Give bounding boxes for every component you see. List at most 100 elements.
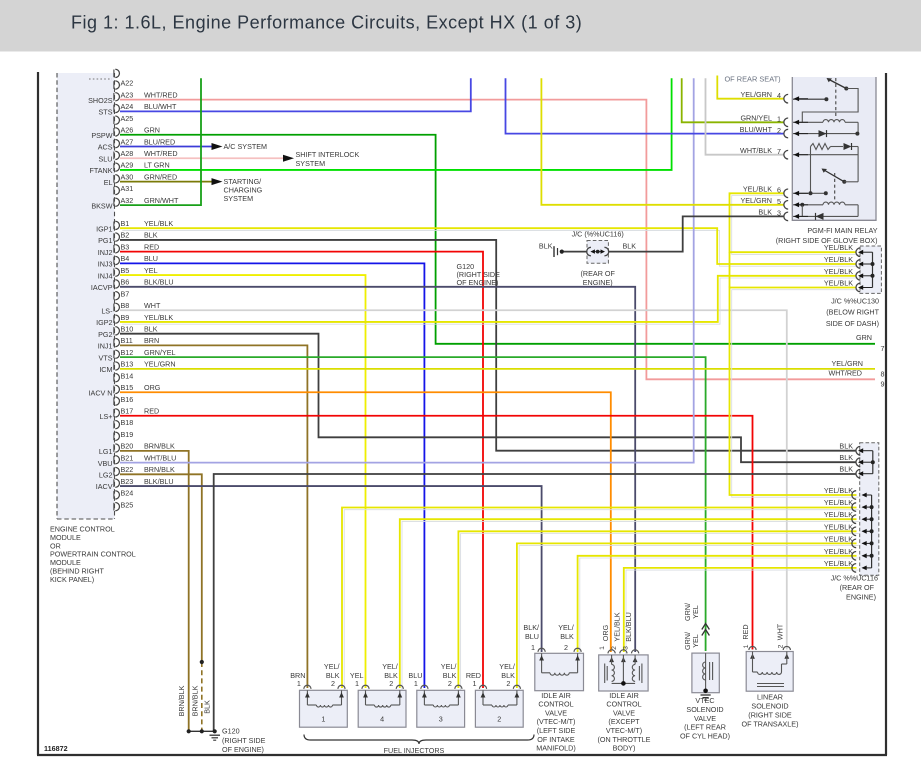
svg-text:(LEFT SIDE: (LEFT SIDE	[537, 726, 576, 735]
svg-text:BLU: BLU	[144, 254, 158, 263]
svg-text:OF ENGINE): OF ENGINE)	[222, 745, 264, 754]
svg-text:YEL/: YEL/	[382, 662, 398, 671]
svg-text:MANIFOLD): MANIFOLD)	[536, 744, 576, 753]
svg-text:VBU: VBU	[98, 459, 113, 468]
svg-text:J/C (%%UC116): J/C (%%UC116)	[572, 230, 624, 239]
svg-text:B7: B7	[121, 289, 130, 298]
svg-text:WHT/BLK: WHT/BLK	[740, 146, 772, 155]
svg-text:2: 2	[564, 643, 568, 652]
svg-text:ORG: ORG	[601, 624, 610, 641]
svg-text:OR: OR	[50, 541, 61, 550]
svg-text:GRN/: GRN/	[683, 603, 692, 621]
svg-text:2: 2	[611, 646, 618, 650]
svg-text:IACV: IACV	[96, 482, 113, 491]
svg-text:BRN/BLK: BRN/BLK	[190, 685, 199, 716]
svg-text:CHARGING: CHARGING	[224, 186, 263, 195]
svg-text:A27: A27	[121, 137, 134, 146]
svg-text:1: 1	[743, 644, 750, 648]
svg-text:WHT/BLU: WHT/BLU	[144, 453, 176, 462]
svg-text:YEL/: YEL/	[324, 662, 340, 671]
svg-text:A/C SYSTEM: A/C SYSTEM	[224, 142, 268, 151]
svg-text:4: 4	[380, 715, 384, 724]
svg-text:BLK: BLK	[443, 671, 457, 680]
svg-text:2: 2	[497, 715, 501, 724]
svg-text:G120: G120	[457, 262, 475, 271]
svg-text:OF TRANSAXLE): OF TRANSAXLE)	[742, 720, 799, 729]
svg-text:GRN/YEL: GRN/YEL	[144, 348, 176, 357]
svg-text:VTEC-M/T): VTEC-M/T)	[606, 726, 642, 735]
svg-text:B24: B24	[121, 489, 134, 498]
svg-text:IACV N: IACV N	[89, 388, 113, 397]
svg-text:ENGINE): ENGINE)	[846, 592, 876, 601]
svg-text:1: 1	[777, 115, 781, 124]
svg-text:BLK: BLK	[384, 671, 398, 680]
svg-text:5: 5	[777, 197, 781, 206]
svg-text:A22: A22	[121, 79, 134, 88]
svg-text:MODULE: MODULE	[50, 533, 81, 542]
svg-text:B10: B10	[121, 324, 134, 333]
svg-text:WHT: WHT	[144, 301, 161, 310]
svg-text:B18: B18	[121, 418, 134, 427]
svg-text:MODULE: MODULE	[50, 558, 81, 567]
svg-text:3: 3	[623, 646, 630, 650]
svg-text:BRN/BLK: BRN/BLK	[144, 465, 175, 474]
svg-text:YEL/BLK: YEL/BLK	[824, 267, 853, 276]
svg-text:A23: A23	[121, 90, 134, 99]
svg-text:VTEC: VTEC	[695, 696, 714, 705]
svg-text:ENGINE CONTROL: ENGINE CONTROL	[50, 525, 115, 534]
svg-text:1: 1	[321, 715, 325, 724]
svg-text:YEL/BLK: YEL/BLK	[613, 612, 622, 641]
svg-text:J/C %%UC116: J/C %%UC116	[831, 574, 878, 583]
svg-text:GRN/RED: GRN/RED	[144, 172, 177, 181]
svg-text:LS+: LS+	[100, 412, 113, 421]
svg-text:YEL/: YEL/	[499, 662, 515, 671]
svg-text:BLK: BLK	[758, 208, 772, 217]
svg-text:(EXCEPT: (EXCEPT	[608, 717, 640, 726]
svg-text:BLK: BLK	[623, 241, 637, 250]
svg-text:LG1: LG1	[99, 447, 113, 456]
svg-text:IGP1: IGP1	[96, 224, 112, 233]
svg-text:BLK: BLK	[326, 671, 340, 680]
svg-text:B21: B21	[121, 453, 134, 462]
svg-text:GRN/: GRN/	[683, 632, 692, 650]
svg-text:IDLE AIR: IDLE AIR	[541, 691, 571, 700]
svg-text:B20: B20	[121, 442, 134, 451]
svg-text:116872: 116872	[44, 744, 68, 753]
svg-text:1: 1	[531, 643, 535, 652]
svg-text:YEL: YEL	[691, 634, 700, 648]
svg-text:1: 1	[414, 679, 418, 688]
svg-text:(RIGHT SIDE OF GLOVE BOX): (RIGHT SIDE OF GLOVE BOX)	[776, 236, 878, 245]
svg-text:SYSTEM: SYSTEM	[296, 159, 326, 168]
svg-text:YEL/BLK: YEL/BLK	[144, 313, 173, 322]
svg-text:A28: A28	[121, 149, 134, 158]
svg-text:YEL/: YEL/	[441, 662, 457, 671]
svg-text:2: 2	[448, 679, 452, 688]
svg-text:SLU: SLU	[99, 154, 113, 163]
svg-text:INJ4: INJ4	[98, 271, 113, 280]
svg-text:STARTING/: STARTING/	[224, 177, 262, 186]
svg-text:IDLE AIR: IDLE AIR	[609, 691, 639, 700]
svg-text:BLK/BLU: BLK/BLU	[624, 612, 633, 642]
svg-text:A32: A32	[121, 196, 134, 205]
svg-text:(REAR OF: (REAR OF	[581, 269, 616, 278]
svg-text:BLK: BLK	[539, 241, 553, 250]
svg-text:LT GRN: LT GRN	[144, 161, 170, 170]
svg-text:BLU/RED: BLU/RED	[144, 137, 175, 146]
svg-text:LINEAR: LINEAR	[757, 693, 783, 702]
svg-text:BLK: BLK	[839, 442, 853, 451]
svg-text:VALVE: VALVE	[613, 708, 635, 717]
svg-text:VTS: VTS	[99, 353, 113, 362]
svg-text:SHIFT INTERLOCK: SHIFT INTERLOCK	[296, 150, 360, 159]
svg-text:BLK: BLK	[839, 465, 853, 474]
svg-text:YEL/BLK: YEL/BLK	[824, 255, 853, 264]
svg-text:1: 1	[599, 646, 606, 650]
svg-text:2: 2	[777, 644, 784, 648]
svg-text:YEL/BLK: YEL/BLK	[824, 547, 853, 556]
svg-text:(BELOW RIGHT: (BELOW RIGHT	[826, 308, 879, 317]
svg-text:(VTEC-M/T): (VTEC-M/T)	[537, 717, 576, 726]
svg-text:OF REAR SEAT): OF REAR SEAT)	[724, 74, 780, 83]
svg-text:BLU/WHT: BLU/WHT	[144, 102, 177, 111]
svg-text:YEL/BLK: YEL/BLK	[824, 498, 853, 507]
svg-text:EL: EL	[104, 178, 113, 187]
svg-text:YEL/: YEL/	[558, 623, 574, 632]
